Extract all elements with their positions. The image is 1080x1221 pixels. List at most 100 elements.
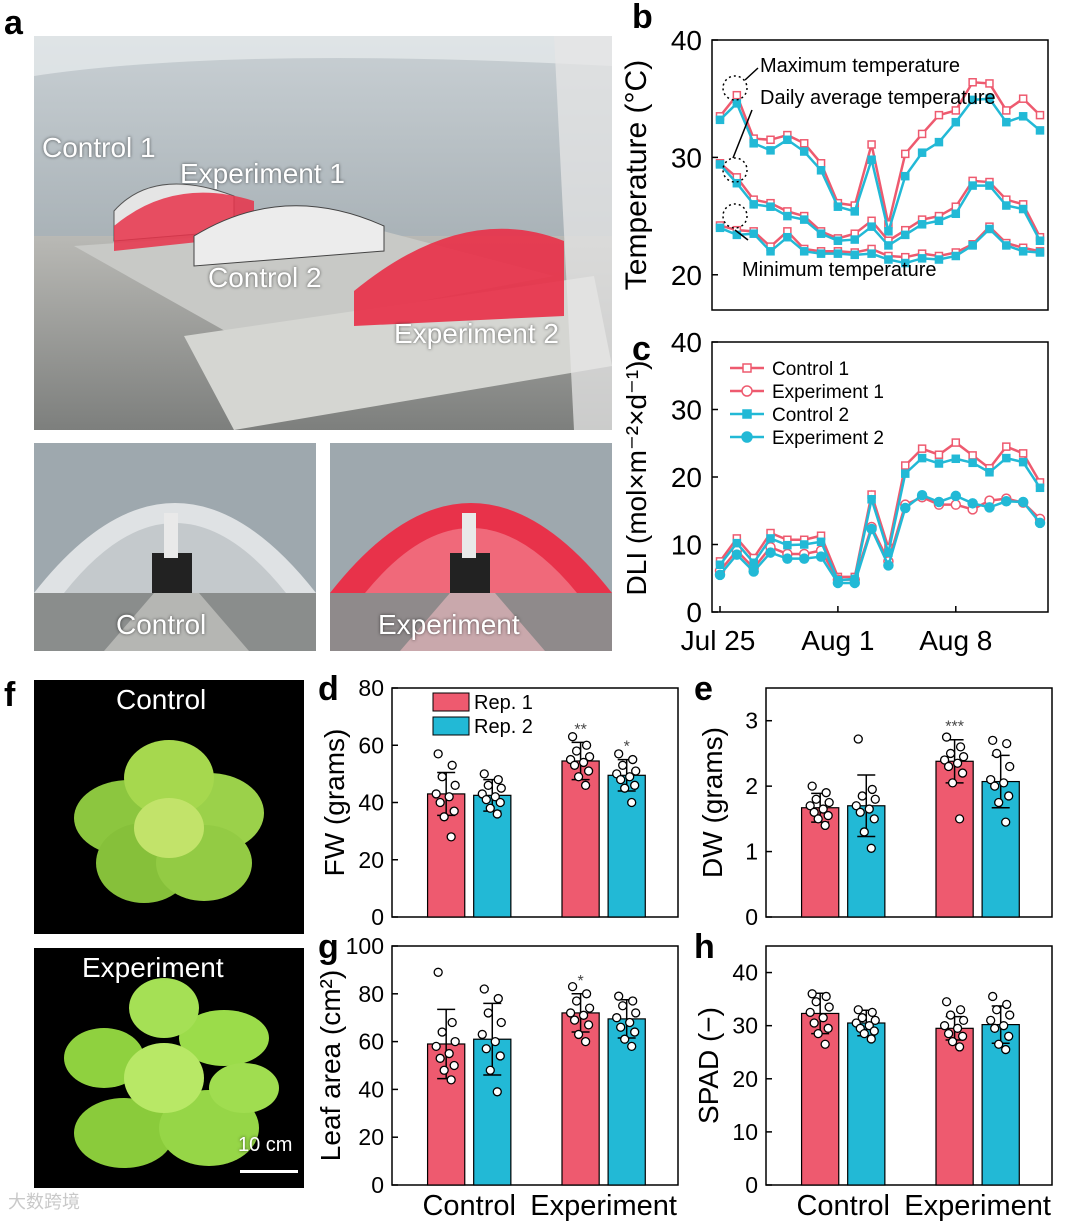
data-point-h xyxy=(958,1015,969,1026)
data-point-c xyxy=(866,523,877,535)
data-point-c xyxy=(1002,453,1011,463)
data-point-g xyxy=(569,1015,580,1025)
data-point-e xyxy=(449,806,459,816)
data-point-h xyxy=(818,1013,828,1023)
data-point-g xyxy=(485,1065,495,1075)
data-point-e xyxy=(495,797,505,808)
data-point-h xyxy=(866,1034,876,1044)
data-point-e xyxy=(492,809,502,819)
data-point-f xyxy=(807,781,817,791)
data-point-f xyxy=(957,768,968,778)
tunnel-control-photo: Control xyxy=(34,443,316,651)
data-point-e xyxy=(496,783,506,793)
data-point-b xyxy=(1035,248,1045,257)
bar-h xyxy=(935,1027,974,1186)
y-tick-label-g: 20 xyxy=(358,1124,384,1150)
data-point-c xyxy=(732,538,742,548)
data-point-b xyxy=(833,249,843,258)
bar-e xyxy=(607,774,646,918)
y-axis-label-f: DW (grams) xyxy=(697,727,728,878)
data-point-f xyxy=(945,748,956,759)
bar-g xyxy=(561,1012,600,1186)
data-point-c xyxy=(1001,496,1012,507)
data-point-b xyxy=(985,94,994,103)
data-point-g xyxy=(449,1060,459,1071)
data-point-g xyxy=(580,1036,591,1047)
data-point-b xyxy=(985,181,994,190)
y-axis-label-g: Leaf area (cm²) xyxy=(315,970,346,1161)
y-tick-label-g: 0 xyxy=(371,1172,384,1198)
data-point-e xyxy=(573,772,584,782)
data-point-f xyxy=(1002,738,1012,749)
data-point-b xyxy=(749,229,758,238)
data-point-b xyxy=(850,250,859,260)
data-point-c xyxy=(798,553,810,564)
data-point-b xyxy=(1018,112,1028,121)
data-point-f xyxy=(1001,817,1011,827)
panel-label-b: b xyxy=(632,0,653,36)
bar-h xyxy=(847,1022,886,1186)
panel-label-a: a xyxy=(4,4,23,42)
data-point-e xyxy=(437,772,447,782)
data-point-e xyxy=(614,749,624,759)
data-point-b xyxy=(985,79,994,88)
data-point-f xyxy=(1005,761,1015,772)
data-point-c xyxy=(766,534,775,543)
data-point-b xyxy=(968,181,977,190)
data-point-b xyxy=(833,202,843,211)
greenhouse-caption-control-1: Control 1 xyxy=(42,132,156,163)
data-point-h xyxy=(1005,1010,1015,1020)
data-point-g xyxy=(578,1010,589,1020)
data-point-e xyxy=(485,803,495,813)
legend-label-e: Rep. 1 xyxy=(474,692,533,714)
data-point-b xyxy=(732,90,742,100)
data-point-f xyxy=(947,778,958,788)
annotation-arrow-b xyxy=(734,229,749,241)
data-point-g xyxy=(612,1013,622,1023)
x-category-label-h: Control xyxy=(796,1190,890,1221)
bar-e xyxy=(473,794,512,918)
data-point-h xyxy=(870,1015,880,1026)
data-point-e xyxy=(618,760,628,770)
data-point-g xyxy=(571,996,582,1006)
data-point-b xyxy=(749,139,758,148)
data-point-f xyxy=(992,748,1002,759)
data-point-g xyxy=(583,1020,594,1030)
data-point-b xyxy=(968,78,977,87)
data-point-c xyxy=(1035,483,1045,493)
data-point-f xyxy=(809,807,819,817)
tunnel-control-caption: Control xyxy=(116,609,207,640)
data-point-c xyxy=(731,549,743,560)
data-point-b xyxy=(799,247,809,256)
data-point-h xyxy=(811,997,821,1007)
data-point-b xyxy=(867,155,876,164)
bar-g xyxy=(607,1018,646,1186)
x-category-label-h: Experiment xyxy=(904,1190,1051,1221)
data-point-g xyxy=(495,1051,505,1061)
data-point-b xyxy=(766,202,775,211)
panel-label-h: h xyxy=(694,928,715,966)
data-point-g xyxy=(439,1065,449,1075)
data-point-e xyxy=(439,812,449,822)
y-tick-label-b: 20 xyxy=(671,260,702,291)
data-point-b xyxy=(799,147,809,156)
data-point-e xyxy=(567,732,578,742)
data-point-c xyxy=(832,577,844,589)
data-point-h xyxy=(939,1021,950,1031)
lettuce-control-illustration xyxy=(74,740,264,903)
data-point-f xyxy=(820,820,830,831)
significance-mark-g: * xyxy=(577,973,583,990)
data-point-c xyxy=(782,553,793,564)
y-tick-label-f: 3 xyxy=(745,708,758,734)
data-point-g xyxy=(620,1034,630,1044)
data-point-c xyxy=(950,490,962,502)
significance-mark-e: * xyxy=(624,739,630,756)
data-point-g xyxy=(616,1022,626,1032)
data-point-f xyxy=(958,752,969,762)
data-point-b xyxy=(901,171,910,181)
data-point-h xyxy=(823,1023,833,1033)
y-tick-label-h: 40 xyxy=(732,960,758,986)
x-category-label-g: Experiment xyxy=(530,1190,677,1221)
data-point-b xyxy=(850,207,859,216)
data-point-c xyxy=(984,502,995,513)
